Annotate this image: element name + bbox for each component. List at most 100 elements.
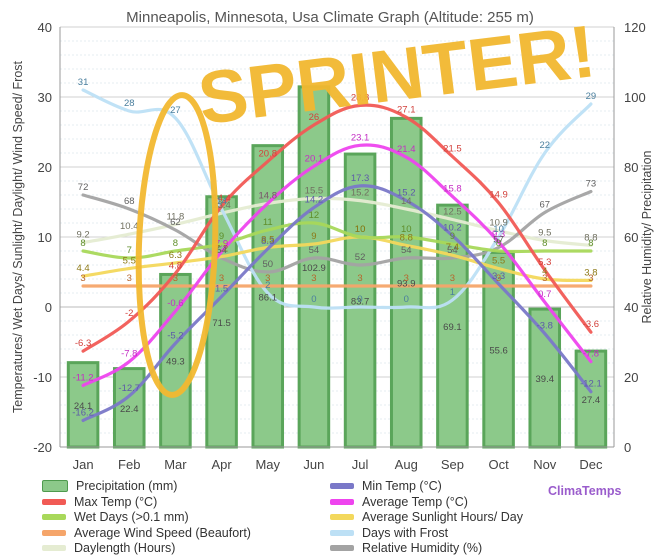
legend-item-average-temp-c: Average Temp (°C)	[330, 494, 468, 510]
data-label: 6.3	[169, 250, 182, 261]
data-label: 5.5	[123, 256, 136, 267]
data-label: 8	[588, 238, 593, 249]
legend: Precipitation (mm) Min Temp (°C) Max Temp …	[0, 478, 661, 558]
x-tick-label: Jul	[352, 457, 369, 472]
legend-label: Relative Humidity (%)	[362, 541, 483, 555]
data-label: 8	[542, 238, 547, 249]
data-label: 20.1	[305, 153, 324, 164]
data-label: 20.8	[259, 148, 278, 159]
data-label: 5.5	[492, 256, 505, 267]
precipitation-bar	[112, 367, 146, 449]
data-label: 10.4	[120, 221, 139, 232]
data-label: 10	[493, 224, 504, 235]
y-tick-label: 40	[38, 20, 52, 35]
data-label: 50	[262, 259, 273, 270]
highlight-ellipse	[135, 92, 219, 398]
data-label: 15.2	[397, 188, 416, 199]
data-label: 49.3	[166, 357, 185, 368]
data-label: 54	[401, 245, 412, 256]
x-tick-label: May	[255, 457, 280, 472]
legend-label: Daylength (Hours)	[74, 541, 176, 555]
y2-tick-label: 80	[624, 160, 638, 175]
data-label: 3	[311, 273, 316, 284]
legend-label: Max Temp (°C)	[74, 494, 158, 509]
data-label: 3	[265, 273, 270, 284]
x-tick-label: Nov	[533, 457, 557, 472]
data-label: 4.4	[76, 263, 89, 274]
data-label: 22.4	[120, 404, 139, 415]
data-label: 14	[216, 196, 227, 207]
x-tick-label: Feb	[118, 457, 140, 472]
legend-label: Precipitation (mm)	[76, 479, 178, 493]
data-label: -11.2	[73, 372, 94, 383]
legend-label: Average Wind Speed (Beaufort)	[74, 525, 251, 540]
data-labels: 24.1 22.449.371.586.1102.983.793.969.155.…	[72, 77, 601, 418]
data-label: 10.9	[489, 218, 508, 229]
data-label: 7.4	[446, 242, 459, 253]
data-label: 57	[493, 235, 504, 246]
data-label: 9.5	[538, 228, 551, 239]
data-label: 8.5	[261, 235, 274, 246]
data-label: 17.3	[351, 173, 370, 184]
data-label: -12.7	[118, 383, 140, 394]
data-label: 11.8	[167, 211, 185, 222]
y-tick-label: -20	[33, 440, 52, 455]
data-label: 27.4	[582, 395, 601, 406]
data-label: 54	[309, 245, 320, 256]
data-label: 3	[127, 273, 132, 284]
precipitation-bar	[574, 349, 608, 449]
average-sunlight-hours-day-line	[81, 235, 593, 283]
data-label: 14	[401, 196, 412, 207]
y2-tick-label: 60	[624, 230, 638, 245]
data-label: -3.6	[583, 319, 599, 330]
legend-label: Average Temp (°C)	[362, 494, 468, 509]
y2-tick-label: 20	[624, 370, 638, 385]
y-axis-label: Temperatures/ Wet Days/ Sunlight/ Daylig…	[11, 60, 25, 413]
legend-swatch	[42, 545, 66, 551]
data-label: 52	[355, 252, 366, 263]
legend-swatch	[42, 480, 68, 492]
data-label: 14.8	[259, 190, 278, 201]
data-label: 14.2	[305, 195, 324, 206]
data-label: 0.7	[538, 289, 551, 300]
data-label: 72	[78, 182, 89, 193]
data-label: 29	[586, 91, 597, 102]
y-tick-label: 10	[38, 230, 52, 245]
y-tick-label: -10	[33, 370, 52, 385]
data-label: 68	[124, 196, 135, 207]
data-label: 3	[357, 273, 362, 284]
data-label: -6.3	[75, 338, 91, 349]
y-tick-label: 30	[38, 90, 52, 105]
legend-item-average-wind-speed-beaufort: Average Wind Speed (Beaufort)	[42, 525, 251, 541]
series-lines	[81, 88, 593, 422]
y2-tick-label: 0	[624, 440, 631, 455]
data-label: 28	[124, 98, 135, 109]
data-label: -0.6	[167, 298, 183, 309]
x-tick-label: Apr	[211, 457, 232, 472]
data-label: 3	[219, 273, 224, 284]
x-tick-label: Sep	[441, 457, 464, 472]
data-label: 86.1	[259, 292, 278, 303]
data-label: 9.3	[492, 229, 505, 240]
data-label: 4.8	[169, 260, 182, 271]
data-label: -3.8	[537, 321, 553, 332]
average-temp-c-line	[81, 143, 593, 387]
data-label: 8	[496, 238, 501, 249]
chart-title: Minneapolis, Minnesota, Usa Climate Grap…	[126, 9, 534, 26]
data-label: 14.9	[489, 190, 508, 201]
data-label: 55.6	[489, 346, 508, 357]
data-label: 39.4	[536, 374, 555, 385]
data-label: 3.3	[492, 271, 505, 282]
legend-item-average-sunlight-hours-day: Average Sunlight Hours/ Day	[330, 509, 523, 525]
data-label: 23.1	[351, 132, 370, 143]
x-tick-label: Dec	[579, 457, 603, 472]
data-label: 26	[309, 112, 320, 123]
legend-swatch	[330, 529, 354, 536]
data-label: 3	[173, 273, 178, 284]
x-tick-label: Oct	[488, 457, 509, 472]
legend-label: Min Temp (°C)	[362, 479, 442, 493]
data-label: 10	[355, 224, 366, 235]
data-label: -16.2	[72, 407, 94, 418]
data-label: 4	[542, 266, 547, 277]
